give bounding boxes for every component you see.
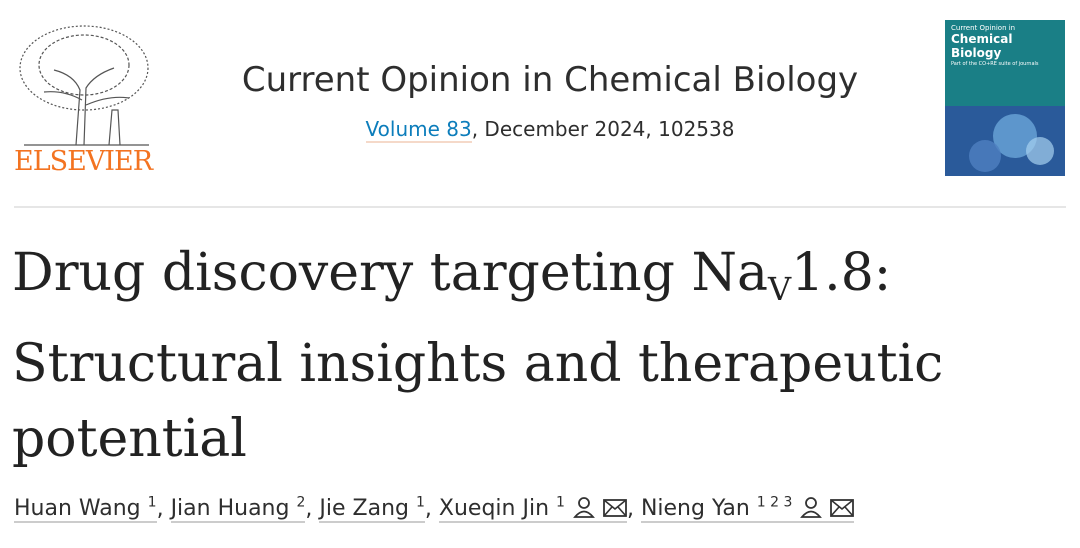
affiliation-refs: 1 2 3 — [757, 495, 793, 511]
author-name: Xueqin Jin — [438, 496, 550, 522]
affiliation-refs: 1 — [416, 495, 425, 511]
author-name: Jie Zang — [319, 496, 409, 522]
author-email-icon[interactable] — [603, 498, 627, 518]
affiliation-ref: 1 — [556, 495, 565, 511]
author-separator: , — [626, 496, 634, 522]
volume-link[interactable]: Volume 83 — [365, 117, 472, 143]
author-profile-icon[interactable] — [573, 496, 595, 519]
author[interactable]: Jian Huang 2 — [170, 495, 306, 524]
icon-shape — [830, 499, 855, 518]
journal-cover[interactable]: Current Opinion in Chemical Biology Part… — [945, 20, 1065, 176]
cover-text: Chemical Biology — [951, 32, 1013, 60]
affiliation-ref: 1 — [756, 495, 766, 511]
title-subscript: V — [767, 270, 792, 308]
author[interactable]: Xueqin Jin 1 — [438, 495, 627, 524]
publisher-name: ELSEVIER — [14, 146, 153, 177]
citation: , December 2024, 102538 — [471, 117, 735, 141]
icon-shape — [578, 497, 590, 510]
affiliation-ref: 1 — [147, 495, 157, 511]
title-text: 1.8: — [791, 243, 892, 303]
affiliation-ref: 2 — [770, 495, 780, 511]
affiliation-ref: 3 — [783, 495, 793, 511]
author-separator: , — [424, 496, 432, 522]
icon-shape — [603, 499, 627, 517]
cover-text: Current Opinion in — [951, 24, 1016, 32]
icon-shape — [800, 510, 823, 519]
icon-shape — [805, 497, 818, 510]
journal-title[interactable]: Current Opinion in Chemical Biology — [241, 60, 859, 100]
affiliation-ref: 1 — [415, 495, 425, 511]
publisher-logo — [19, 25, 149, 146]
author-name: Nieng Yan — [640, 496, 750, 522]
article-title: Drug discovery targeting NaV1.8: Structu… — [12, 236, 943, 477]
author[interactable]: Huan Wang 1 — [14, 495, 157, 524]
volume-line: Volume 83, December 2024, 102538 — [180, 117, 920, 143]
author-separator: , — [305, 496, 313, 522]
affiliation-ref: 2 — [296, 495, 306, 511]
affiliation-refs: 1 — [556, 495, 565, 511]
title-text: Structural insights and therapeutic — [12, 334, 944, 394]
affiliation-refs: 2 — [296, 495, 305, 511]
title-text: Drug discovery targeting Na — [12, 243, 768, 303]
icon-shape — [573, 510, 595, 519]
title-text: potential — [12, 409, 247, 469]
cover-text: Part of the CO+RE suite of journals — [951, 61, 1039, 67]
author-list: Huan Wang 1, Jian Huang 2, Jie Zang 1, X… — [14, 495, 855, 524]
cover-image — [945, 106, 1065, 176]
author[interactable]: Nieng Yan 1 2 3 — [640, 495, 855, 524]
icon-shape — [830, 499, 855, 517]
divider — [14, 206, 1066, 208]
author-separator: , — [156, 496, 164, 522]
icon-shape — [603, 499, 627, 518]
author-email-icon[interactable] — [830, 498, 855, 518]
author-name: Huan Wang — [14, 496, 141, 522]
affiliation-refs: 1 — [148, 495, 157, 511]
author-name: Jian Huang — [170, 496, 290, 522]
author-profile-icon[interactable] — [800, 496, 823, 519]
author[interactable]: Jie Zang 1 — [319, 495, 425, 524]
